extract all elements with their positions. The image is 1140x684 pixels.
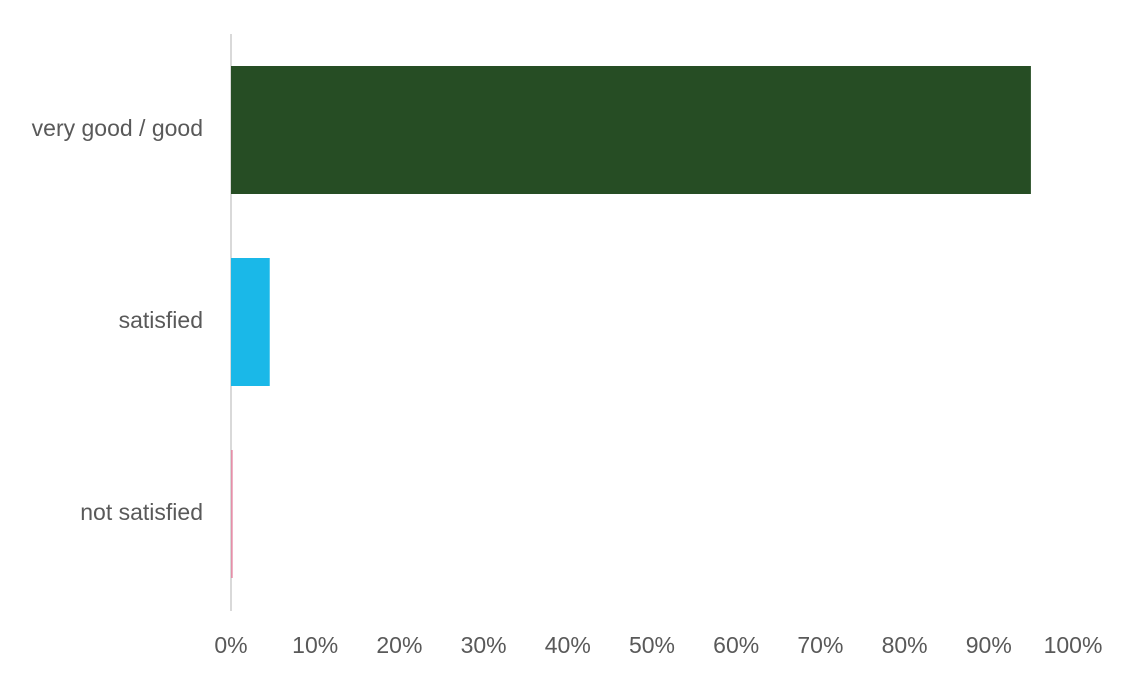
y-tick-label: satisfied: [119, 307, 203, 333]
x-tick-label: 40%: [545, 632, 591, 658]
x-tick-label: 10%: [292, 632, 338, 658]
x-tick-label: 50%: [629, 632, 675, 658]
bar: [231, 450, 233, 578]
x-tick-label: 80%: [882, 632, 928, 658]
y-tick-label: not satisfied: [80, 499, 203, 525]
bar: [231, 66, 1031, 194]
y-tick-label: very good / good: [32, 115, 203, 141]
x-tick-label: 60%: [713, 632, 759, 658]
x-tick-label: 90%: [966, 632, 1012, 658]
x-tick-label: 20%: [376, 632, 422, 658]
x-tick-label: 30%: [461, 632, 507, 658]
x-tick-label: 0%: [214, 632, 247, 658]
x-tick-label: 70%: [797, 632, 843, 658]
x-tick-label: 100%: [1044, 632, 1103, 658]
bar: [231, 258, 270, 386]
